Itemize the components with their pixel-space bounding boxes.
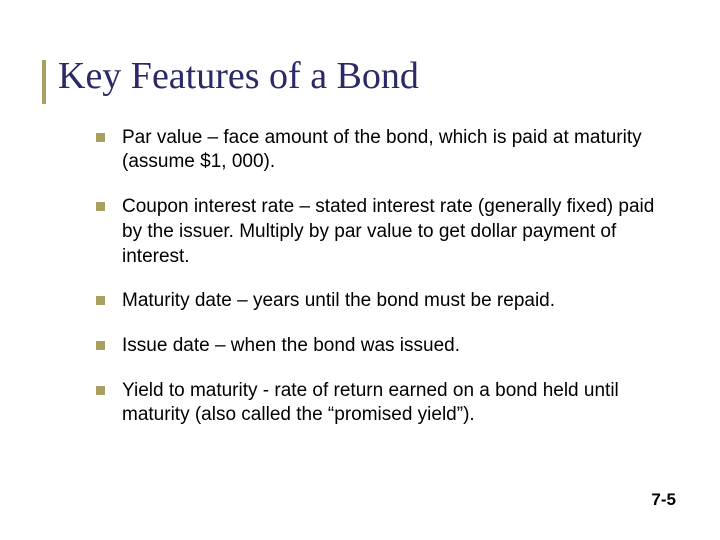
bullet-text: Coupon interest rate – stated interest r…: [122, 196, 654, 266]
bullet-text: Maturity date – years until the bond mus…: [122, 290, 555, 311]
bullet-text: Yield to maturity - rate of return earne…: [122, 380, 619, 426]
bullet-marker-icon: [96, 296, 105, 305]
list-item: Par value – face amount of the bond, whi…: [96, 126, 662, 175]
list-item: Coupon interest rate – stated interest r…: [96, 195, 662, 269]
list-item: Issue date – when the bond was issued.: [96, 334, 662, 359]
bullet-marker-icon: [96, 202, 105, 211]
bullet-marker-icon: [96, 341, 105, 350]
title-area: Key Features of a Bond: [58, 56, 662, 98]
slide-title: Key Features of a Bond: [58, 56, 662, 98]
slide: Key Features of a Bond Par value – face …: [0, 0, 720, 540]
bullet-list: Par value – face amount of the bond, whi…: [58, 126, 662, 428]
accent-bar: [42, 60, 46, 104]
bullet-text: Par value – face amount of the bond, whi…: [122, 127, 642, 173]
bullet-marker-icon: [96, 133, 105, 142]
bullet-marker-icon: [96, 386, 105, 395]
page-number: 7-5: [651, 490, 676, 510]
list-item: Yield to maturity - rate of return earne…: [96, 379, 662, 428]
list-item: Maturity date – years until the bond mus…: [96, 289, 662, 314]
bullet-text: Issue date – when the bond was issued.: [122, 335, 460, 356]
